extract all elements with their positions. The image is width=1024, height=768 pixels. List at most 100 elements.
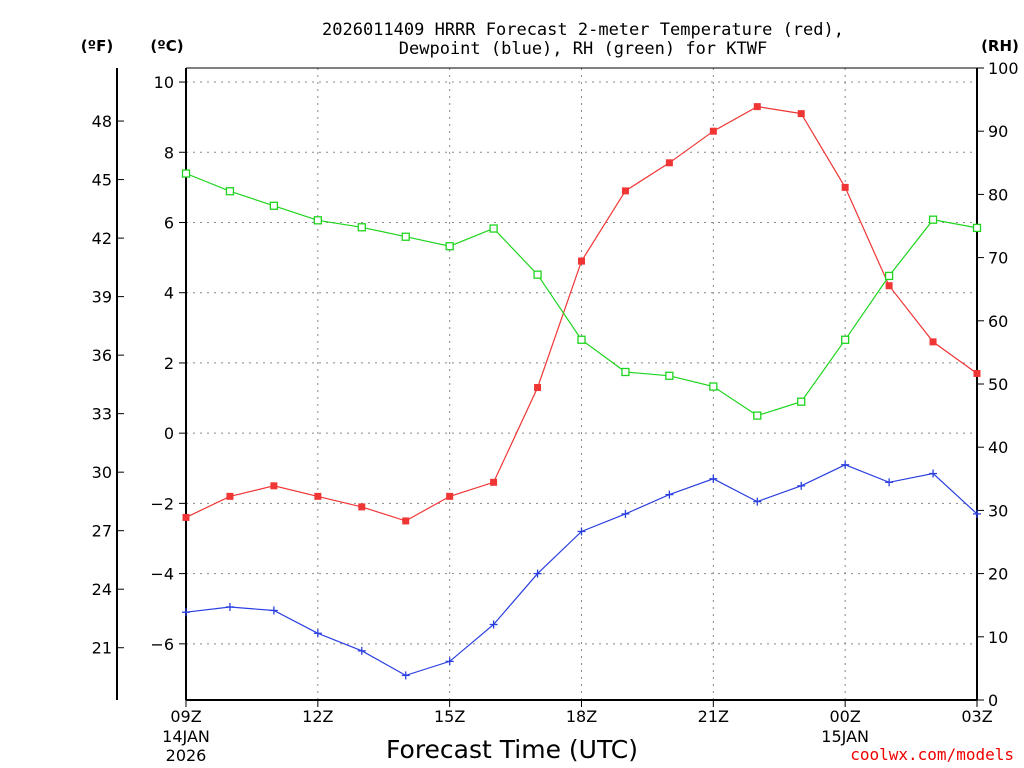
x-tick-label: 21Z bbox=[698, 707, 729, 726]
dewpoint-point bbox=[182, 608, 190, 617]
rh-tick-label: 0 bbox=[988, 691, 998, 710]
temperature-point bbox=[665, 159, 673, 167]
temperature-point bbox=[490, 478, 498, 486]
dewpoint-point bbox=[533, 569, 542, 578]
rh-tick-label: 40 bbox=[988, 438, 1008, 457]
rh-point bbox=[709, 382, 718, 391]
temperature-point bbox=[621, 187, 629, 195]
rh-point bbox=[489, 224, 498, 233]
rh-point bbox=[445, 242, 454, 251]
temperature-point bbox=[709, 127, 717, 135]
rh-point bbox=[621, 367, 630, 377]
rh-tick-label: 30 bbox=[988, 501, 1008, 520]
temperature-point bbox=[973, 369, 981, 377]
dewpoint-point bbox=[621, 509, 630, 518]
dewpoint-point bbox=[665, 490, 674, 499]
fahrenheit-unit-label: (ºF) bbox=[81, 37, 113, 55]
dewpoint-point bbox=[269, 606, 278, 615]
rh-point bbox=[225, 187, 235, 196]
temperature-point bbox=[314, 492, 322, 500]
celsius-tick-label: −4 bbox=[150, 565, 174, 584]
chart-title-line2: Dewpoint (blue), RH (green) for KTWF bbox=[399, 39, 767, 59]
rh-point bbox=[181, 169, 191, 178]
fahrenheit-tick-label: 42 bbox=[92, 229, 112, 248]
celsius-tick-label: 8 bbox=[164, 143, 174, 162]
celsius-tick-label: −6 bbox=[150, 635, 174, 654]
fahrenheit-tick-label: 39 bbox=[92, 288, 112, 307]
x-tick-year-label: 2026 bbox=[166, 746, 207, 765]
temperature-point bbox=[841, 183, 849, 191]
temperature-point bbox=[797, 110, 805, 118]
celsius-tick-label: 0 bbox=[164, 424, 174, 443]
series-temperature bbox=[182, 103, 981, 525]
series-rh bbox=[181, 169, 982, 420]
temperature-point bbox=[578, 257, 585, 265]
dewpoint-point bbox=[225, 602, 234, 611]
rh-point bbox=[269, 201, 279, 210]
fahrenheit-axis-ticks: 48 45 42 39 36 33 30 27 24 21 bbox=[92, 112, 124, 658]
x-tick-label: 12Z bbox=[302, 707, 333, 726]
grid-lines bbox=[186, 68, 977, 700]
rh-tick-label: 10 bbox=[988, 628, 1008, 647]
rh-tick-label: 70 bbox=[988, 249, 1008, 268]
dewpoint-point bbox=[885, 478, 894, 487]
temperature-point bbox=[534, 384, 542, 392]
fahrenheit-tick-label: 48 bbox=[92, 112, 112, 131]
rh-point bbox=[797, 397, 806, 406]
dewpoint-point bbox=[401, 671, 410, 680]
rh-point bbox=[884, 271, 894, 281]
temperature-point bbox=[270, 482, 278, 490]
fahrenheit-tick-label: 24 bbox=[92, 580, 112, 599]
dewpoint-point bbox=[489, 620, 498, 629]
rh-point bbox=[401, 232, 410, 241]
rh-point bbox=[841, 335, 850, 344]
temperature-point bbox=[402, 517, 410, 525]
dewpoint-point bbox=[313, 629, 322, 638]
temperature-point bbox=[358, 503, 366, 511]
rh-tick-label: 80 bbox=[988, 185, 1008, 204]
data-series bbox=[181, 103, 982, 680]
rh-unit-label: (RH) bbox=[981, 37, 1019, 55]
rh-point bbox=[665, 371, 674, 380]
rh-tick-label: 60 bbox=[988, 312, 1008, 331]
temperature-point bbox=[929, 338, 937, 346]
fahrenheit-tick-label: 45 bbox=[92, 171, 112, 190]
celsius-tick-label: 4 bbox=[164, 284, 174, 303]
temperature-point bbox=[753, 103, 761, 111]
dewpoint-point bbox=[709, 474, 718, 483]
dewpoint-point bbox=[841, 460, 850, 469]
fahrenheit-tick-label: 33 bbox=[92, 405, 112, 424]
celsius-unit-label: (ºC) bbox=[150, 37, 183, 55]
rh-tick-label: 100 bbox=[988, 59, 1019, 78]
celsius-tick-label: 2 bbox=[164, 354, 174, 373]
rh-point bbox=[753, 411, 762, 420]
dewpoint-point bbox=[445, 657, 454, 666]
rh-point bbox=[972, 223, 982, 233]
dewpoint-point bbox=[929, 469, 938, 478]
series-dewpoint bbox=[182, 460, 981, 680]
dewpoint-point bbox=[797, 481, 806, 490]
chart-title-line1: 2026011409 HRRR Forecast 2-meter Tempera… bbox=[322, 20, 844, 40]
rh-point bbox=[313, 216, 322, 225]
x-tick-date-label: 14JAN bbox=[162, 727, 210, 746]
temperature-point bbox=[885, 282, 893, 290]
x-tick-label: 03Z bbox=[961, 707, 992, 726]
rh-point bbox=[928, 215, 938, 224]
fahrenheit-tick-label: 27 bbox=[92, 522, 112, 541]
x-tick-label: 18Z bbox=[566, 707, 597, 726]
fahrenheit-tick-label: 21 bbox=[92, 639, 112, 658]
temperature-point bbox=[446, 492, 454, 500]
x-axis-label: Forecast Time (UTC) bbox=[386, 735, 638, 764]
fahrenheit-tick-label: 30 bbox=[92, 463, 112, 482]
rh-tick-label: 50 bbox=[988, 375, 1008, 394]
x-tick-label: 09Z bbox=[170, 707, 201, 726]
fahrenheit-tick-label: 36 bbox=[92, 346, 112, 365]
dewpoint-point bbox=[357, 646, 366, 655]
dewpoint-point bbox=[753, 497, 762, 506]
temperature-point bbox=[182, 513, 190, 521]
celsius-axis-ticks: 10 8 6 4 2 0 −2 −4 −6 bbox=[150, 73, 186, 654]
